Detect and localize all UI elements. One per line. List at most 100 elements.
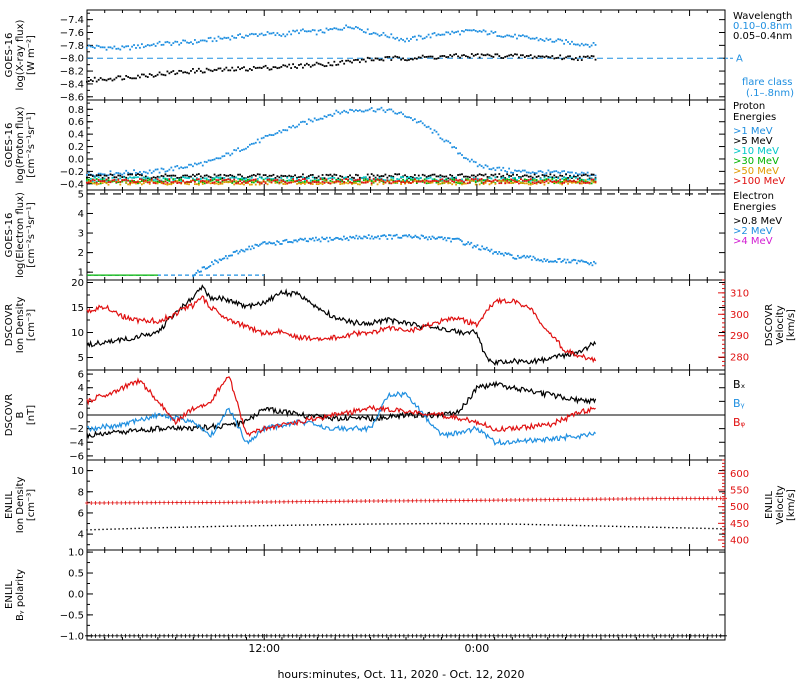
data-point — [291, 241, 294, 244]
data-point — [355, 58, 357, 61]
data-point — [410, 117, 412, 119]
data-point — [279, 243, 282, 245]
data-point — [144, 175, 147, 178]
data-point — [309, 119, 312, 122]
data-point — [162, 500, 167, 505]
data-point — [144, 75, 147, 78]
data-point — [243, 183, 245, 186]
data-point — [223, 36, 226, 39]
data-point — [230, 525, 233, 527]
data-point — [479, 248, 482, 251]
data-point — [468, 179, 471, 182]
data-point — [615, 497, 620, 502]
data-point — [411, 176, 414, 179]
data-point — [140, 183, 143, 186]
data-point — [547, 175, 550, 178]
data-point — [266, 242, 269, 245]
data-point — [578, 182, 581, 185]
data-point — [333, 177, 336, 179]
y-tick-label: −7.4 — [60, 15, 84, 26]
data-point — [119, 172, 122, 175]
data-point — [406, 180, 408, 182]
data-point — [413, 57, 416, 60]
data-point — [581, 497, 586, 502]
data-point — [593, 260, 595, 263]
data-point — [535, 523, 538, 526]
data-point — [210, 261, 213, 263]
data-point — [397, 236, 400, 239]
data-point — [366, 28, 369, 31]
data-point — [627, 525, 630, 528]
y-right-tick-label: 290 — [730, 331, 749, 342]
data-point — [234, 633, 239, 638]
data-point — [229, 254, 232, 257]
data-point — [457, 179, 459, 182]
data-point — [431, 131, 434, 134]
data-point — [197, 178, 200, 181]
data-point — [266, 183, 269, 186]
data-point — [716, 527, 718, 530]
data-point — [139, 46, 141, 49]
data-point — [486, 180, 489, 183]
data-point — [309, 174, 312, 176]
data-point — [286, 129, 289, 132]
data-point — [338, 238, 341, 240]
data-point — [510, 178, 512, 181]
data-point — [582, 181, 585, 184]
data-point — [219, 178, 222, 181]
data-point — [415, 177, 418, 180]
data-point — [127, 179, 130, 182]
data-point — [199, 181, 202, 184]
data-point — [337, 63, 340, 66]
data-point — [233, 36, 236, 39]
data-point — [97, 172, 100, 175]
data-point — [250, 179, 253, 182]
data-point — [594, 633, 599, 638]
data-point — [305, 177, 308, 180]
data-point — [431, 522, 433, 525]
data-point — [543, 179, 546, 181]
x-tick-label: 0:00 — [465, 642, 490, 655]
data-point — [211, 70, 214, 73]
data-point — [496, 253, 499, 255]
data-point — [280, 181, 283, 183]
data-point — [102, 500, 107, 505]
data-point — [349, 60, 351, 63]
data-point — [303, 183, 306, 185]
data-point — [219, 157, 222, 160]
data-point — [573, 181, 575, 184]
data-point — [461, 154, 463, 156]
data-point — [411, 58, 414, 61]
data-point — [174, 73, 177, 76]
data-point — [203, 182, 206, 185]
data-point — [317, 178, 320, 181]
y-tick-label: 0.6 — [68, 117, 84, 128]
data-point — [308, 237, 311, 240]
data-point — [573, 497, 578, 502]
data-point — [476, 177, 479, 180]
data-point — [589, 261, 592, 264]
data-point — [93, 500, 98, 505]
data-point — [235, 37, 238, 39]
data-point — [512, 172, 514, 174]
data-point — [464, 243, 466, 246]
data-point — [358, 28, 361, 31]
data-point — [294, 180, 296, 183]
legend-entry: Bᵩ — [733, 416, 746, 429]
data-point — [133, 44, 135, 46]
data-point — [545, 180, 548, 183]
data-point — [339, 181, 342, 183]
data-point — [466, 179, 469, 182]
data-point — [215, 40, 218, 42]
data-line — [86, 380, 597, 440]
data-point — [282, 33, 285, 36]
data-point — [243, 148, 245, 151]
data-point — [256, 178, 259, 180]
data-point — [555, 261, 558, 264]
data-point — [427, 175, 430, 177]
data-point — [482, 174, 485, 177]
data-point — [213, 181, 216, 184]
data-point — [292, 179, 295, 182]
data-point — [405, 234, 407, 237]
data-point — [156, 175, 159, 178]
